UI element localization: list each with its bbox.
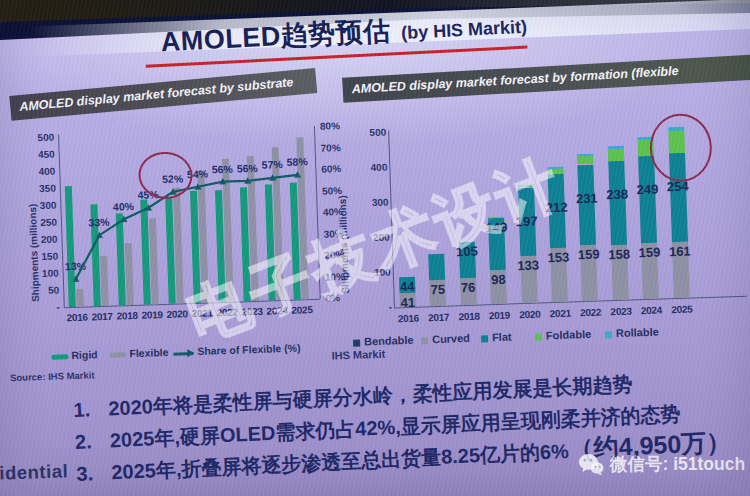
legend-swatch-bendable (353, 340, 360, 347)
wechat-watermark: 微信号: i51touch (578, 452, 745, 476)
photo-of-slide: { "photo": { "confidential_label": "Conf… (0, 0, 750, 496)
legend-swatch-foldable (535, 334, 542, 341)
legend-swatch-rollable (605, 331, 612, 338)
legend-swatch-flexible (109, 352, 126, 358)
legend-swatch-curved (421, 337, 428, 344)
wechat-icon (578, 453, 604, 476)
legend-label: Curved (432, 332, 470, 345)
right-chart-source: IHS Markit (331, 348, 385, 362)
wechat-id-label: 微信号: i51touch (610, 452, 745, 476)
legend-label: Foldable (546, 328, 592, 341)
legend-swatch-rigid (51, 354, 68, 360)
legend-label: Rigid (71, 348, 98, 361)
legend-label: Bendable (364, 334, 414, 348)
legend-label: Flat (492, 331, 512, 344)
legend-label: Rollable (616, 326, 659, 339)
legend-swatch-flat (481, 335, 488, 342)
confidential-footer: Confidential (0, 460, 68, 486)
